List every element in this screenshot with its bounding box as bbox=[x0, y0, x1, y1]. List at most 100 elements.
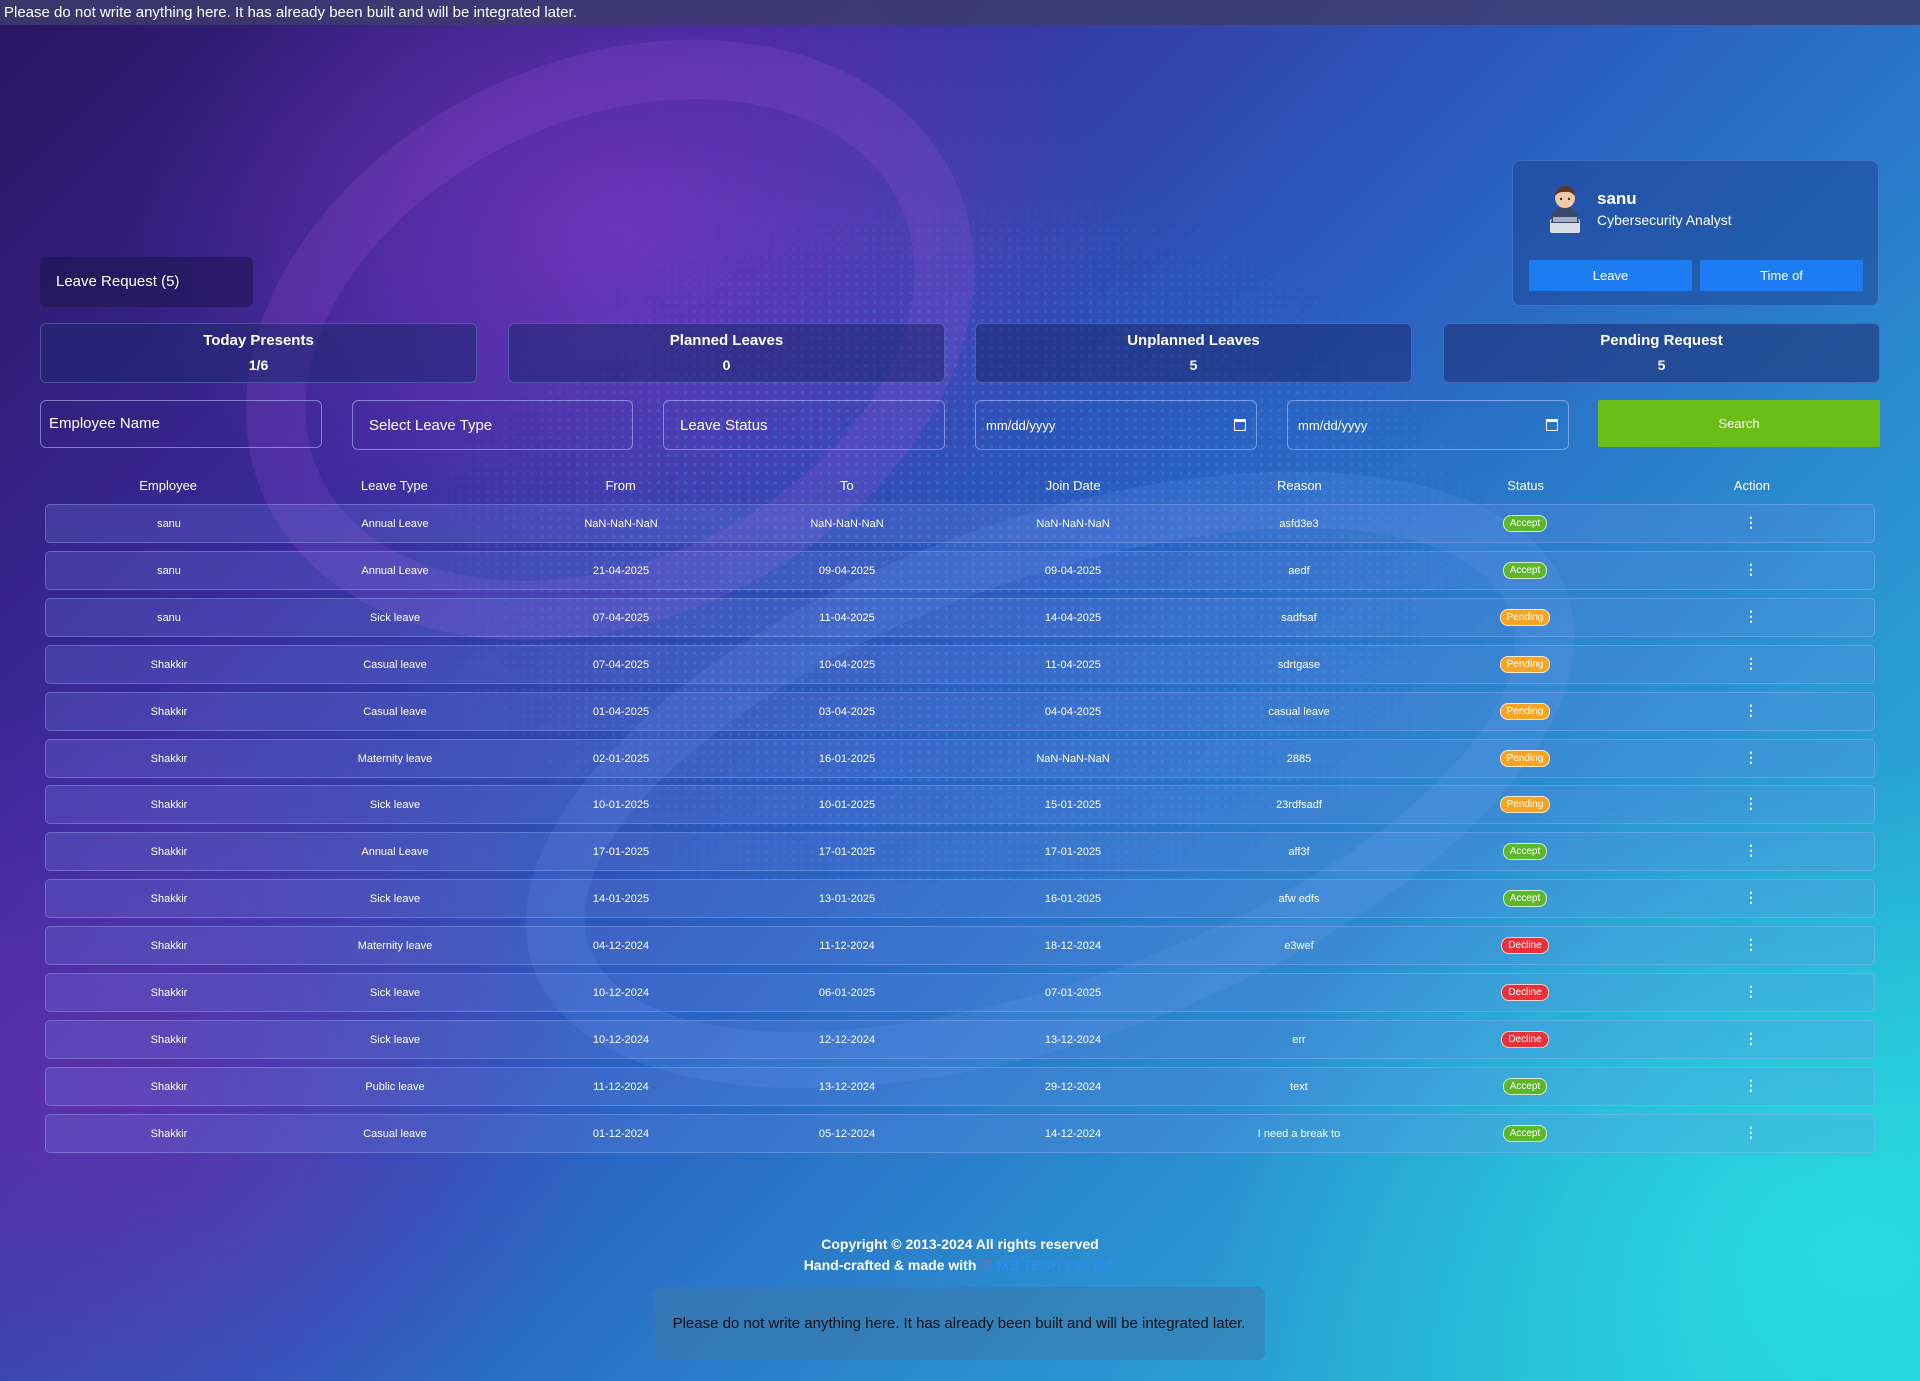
cell-action: ⋮ bbox=[1638, 561, 1864, 577]
cell-action: ⋮ bbox=[1638, 514, 1864, 530]
cell-status: Decline bbox=[1412, 937, 1638, 954]
table-row: sanu Sick leave 07-04-2025 11-04-2025 14-04-… bbox=[45, 598, 1875, 637]
column-header-reason: Reason bbox=[1276, 478, 1322, 493]
cell-employee: sanu bbox=[157, 564, 181, 577]
cell-from: 07-04-2025 bbox=[592, 658, 650, 671]
status-badge: Pending bbox=[1499, 796, 1551, 813]
cell-action: ⋮ bbox=[1638, 1124, 1864, 1140]
cell-from: 01-12-2024 bbox=[592, 1127, 650, 1140]
more-vertical-icon[interactable]: ⋮ bbox=[1744, 1124, 1758, 1140]
cell-reason: err bbox=[1292, 1033, 1306, 1046]
stat-label: Planned Leaves bbox=[669, 332, 784, 349]
leave-button[interactable]: Leave bbox=[1529, 260, 1692, 291]
cell-to: 11-12-2024 bbox=[819, 939, 875, 952]
cell-join-date: 29-12-2024 bbox=[1044, 1080, 1102, 1093]
more-vertical-icon[interactable]: ⋮ bbox=[1744, 702, 1758, 718]
status-badge: Accept bbox=[1502, 515, 1548, 532]
more-vertical-icon[interactable]: ⋮ bbox=[1744, 749, 1758, 765]
to-date-input[interactable]: mm/dd/yyyy bbox=[1287, 400, 1569, 450]
leave-type-select[interactable]: Select Leave Type bbox=[352, 400, 633, 450]
cell-employee: Shakkir bbox=[150, 939, 188, 952]
more-vertical-icon[interactable]: ⋮ bbox=[1744, 795, 1758, 811]
stat-value: 0 bbox=[722, 357, 731, 373]
cell-reason: I need a break to bbox=[1257, 1127, 1341, 1140]
company-link[interactable]: IXB TECH Pvt. Ltd. bbox=[996, 1257, 1117, 1273]
cell-status: Pending bbox=[1412, 750, 1638, 767]
table-row: Shakkir Public leave 11-12-2024 13-12-2024 2… bbox=[45, 1067, 1875, 1106]
more-vertical-icon[interactable]: ⋮ bbox=[1744, 889, 1758, 905]
cell-leave-type: Public leave bbox=[365, 1080, 425, 1093]
table-row: Shakkir Sick leave 10-12-2024 12-12-2024 13-… bbox=[45, 1020, 1875, 1059]
status-badge: Accept bbox=[1502, 1125, 1548, 1142]
cell-from: 10-12-2024 bbox=[592, 1033, 650, 1046]
cell-status: Accept bbox=[1412, 890, 1638, 907]
cell-join-date: 14-04-2025 bbox=[1044, 611, 1102, 624]
cell-leave-type: Casual leave bbox=[363, 658, 427, 671]
column-header-join-date: Join Date bbox=[1045, 478, 1101, 493]
cell-employee: sanu bbox=[157, 611, 181, 624]
cell-reason: 2885 bbox=[1286, 752, 1312, 765]
stat-value: 5 bbox=[1657, 357, 1666, 373]
table-row: Shakkir Sick leave 10-01-2025 10-01-2025 15-… bbox=[45, 785, 1875, 824]
cell-reason: casual leave bbox=[1268, 705, 1330, 718]
table-row: sanu Annual Leave 21-04-2025 09-04-2025 09-0… bbox=[45, 551, 1875, 590]
more-vertical-icon[interactable]: ⋮ bbox=[1744, 983, 1758, 999]
from-date-input[interactable]: mm/dd/yyyy bbox=[975, 400, 1257, 450]
cell-from: NaN-NaN-NaN bbox=[584, 517, 658, 530]
calendar-icon[interactable] bbox=[1234, 419, 1246, 431]
more-vertical-icon[interactable]: ⋮ bbox=[1744, 608, 1758, 624]
cell-to: 05-12-2024 bbox=[818, 1127, 876, 1140]
cell-to: 06-01-2025 bbox=[818, 986, 876, 999]
cell-action: ⋮ bbox=[1638, 1030, 1864, 1046]
cell-from: 14-01-2025 bbox=[592, 892, 650, 905]
more-vertical-icon[interactable]: ⋮ bbox=[1744, 1030, 1758, 1046]
cell-reason: sadfsaf bbox=[1281, 611, 1317, 624]
cell-join-date: NaN-NaN-NaN bbox=[1036, 517, 1110, 530]
cell-reason: afw edfs bbox=[1278, 892, 1320, 905]
cell-to: 11-04-2025 bbox=[819, 611, 875, 624]
made-with-text: Hand-crafted & made with ♡ IXB TECH Pvt.… bbox=[0, 1257, 1920, 1274]
top-banner: Please do not write anything here. It ha… bbox=[0, 0, 1920, 25]
more-vertical-icon[interactable]: ⋮ bbox=[1744, 842, 1758, 858]
more-vertical-icon[interactable]: ⋮ bbox=[1744, 514, 1758, 530]
cell-leave-type: Sick leave bbox=[369, 798, 421, 811]
status-badge: Accept bbox=[1502, 843, 1548, 860]
stat-value: 5 bbox=[1189, 357, 1198, 373]
cell-status: Accept bbox=[1412, 562, 1638, 579]
cell-leave-type: Casual leave bbox=[363, 705, 427, 718]
cell-join-date: 13-12-2024 bbox=[1044, 1033, 1102, 1046]
more-vertical-icon[interactable]: ⋮ bbox=[1744, 561, 1758, 577]
profile-card: sanu Cybersecurity Analyst Leave Time of bbox=[1512, 160, 1879, 306]
more-vertical-icon[interactable]: ⋮ bbox=[1744, 936, 1758, 952]
status-badge: Pending bbox=[1499, 609, 1551, 626]
cell-from: 01-04-2025 bbox=[592, 705, 650, 718]
cell-employee: Shakkir bbox=[150, 986, 188, 999]
column-header-leave-type: Leave Type bbox=[360, 478, 428, 493]
leave-status-select[interactable]: Leave Status bbox=[663, 400, 945, 450]
cell-reason: aff3f bbox=[1288, 845, 1310, 858]
cell-action: ⋮ bbox=[1638, 983, 1864, 999]
employee-name-input[interactable]: Employee Name bbox=[40, 400, 322, 448]
more-vertical-icon[interactable]: ⋮ bbox=[1744, 655, 1758, 671]
more-vertical-icon[interactable]: ⋮ bbox=[1744, 1077, 1758, 1093]
calendar-icon[interactable] bbox=[1546, 419, 1558, 431]
cell-status: Accept bbox=[1412, 1125, 1638, 1142]
cell-action: ⋮ bbox=[1638, 702, 1864, 718]
time-off-button[interactable]: Time of bbox=[1700, 260, 1863, 291]
cell-leave-type: Annual Leave bbox=[361, 845, 429, 858]
table-row: Shakkir Maternity leave 04-12-2024 11-12-20… bbox=[45, 926, 1875, 965]
table-row: Shakkir Casual leave 01-04-2025 03-04-2025 0… bbox=[45, 692, 1875, 731]
stat-unplanned-leaves: Unplanned Leaves 5 bbox=[975, 323, 1412, 383]
cell-from: 17-01-2025 bbox=[592, 845, 650, 858]
cell-reason: sdrtgase bbox=[1277, 658, 1321, 671]
cell-to: 16-01-2025 bbox=[818, 752, 876, 765]
cell-to: 10-01-2025 bbox=[818, 798, 876, 811]
search-button[interactable]: Search bbox=[1598, 400, 1880, 447]
stat-label: Pending Request bbox=[1600, 332, 1723, 349]
cell-to: 17-01-2025 bbox=[818, 845, 876, 858]
cell-to: 13-01-2025 bbox=[818, 892, 876, 905]
cell-action: ⋮ bbox=[1638, 842, 1864, 858]
cell-status: Accept bbox=[1412, 1078, 1638, 1095]
world-map-background bbox=[420, 190, 1540, 950]
cell-from: 10-01-2025 bbox=[592, 798, 650, 811]
